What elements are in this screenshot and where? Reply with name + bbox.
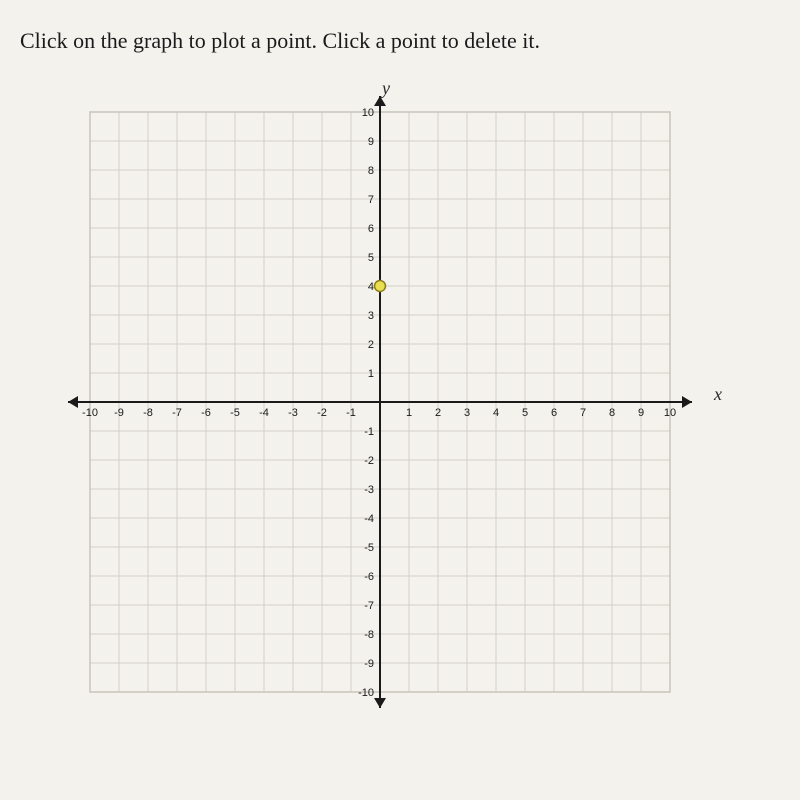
graph-svg[interactable]: -10 -9 -8 -7 -6 -5 -4 -3 -2 -1 1 2 3 4 5 6 7 8 9 10 -10 -9 -8 -… (50, 82, 750, 722)
x-axis-arrow-left (68, 396, 78, 408)
plotted-point[interactable] (375, 281, 386, 292)
y-tick-label: 7 (368, 194, 374, 206)
y-tick-label: 2 (368, 339, 374, 351)
y-tick-label: -6 (364, 571, 374, 583)
y-tick-label: 3 (368, 310, 374, 322)
y-tick-label: -1 (364, 426, 374, 438)
x-tick-label: 1 (406, 407, 412, 419)
x-tick-label: -4 (259, 407, 269, 419)
y-tick-label: 10 (362, 107, 374, 119)
x-axis-arrow-right (682, 396, 692, 408)
y-axis-label: y (382, 78, 390, 99)
x-tick-label: -3 (288, 407, 298, 419)
instruction-text: Click on the graph to plot a point. Clic… (20, 28, 780, 54)
x-tick-label: -1 (346, 407, 356, 419)
y-axis-arrow-down (374, 698, 386, 708)
x-axis-label: x (714, 384, 722, 405)
y-tick-label: -8 (364, 629, 374, 641)
y-tick-label: 6 (368, 223, 374, 235)
x-tick-label: -10 (82, 407, 98, 419)
x-tick-label: -6 (201, 407, 211, 419)
y-tick-label: 5 (368, 252, 374, 264)
y-tick-label: -7 (364, 600, 374, 612)
x-tick-label: -5 (230, 407, 240, 419)
y-tick-label: -3 (364, 484, 374, 496)
y-tick-label: -9 (364, 658, 374, 670)
y-tick-label: 9 (368, 136, 374, 148)
coordinate-graph[interactable]: y x -10-9-8-7-6-5-4-3-2-112345678910-10-… (50, 82, 750, 722)
y-tick-label: 4 (368, 281, 374, 293)
y-tick-label: -4 (364, 513, 374, 525)
y-tick-label: -2 (364, 455, 374, 467)
x-tick-label: 2 (435, 407, 441, 419)
x-tick-label: -2 (317, 407, 327, 419)
y-tick-label: -5 (364, 542, 374, 554)
y-tick-label: 1 (368, 368, 374, 380)
x-tick-label: 9 (638, 407, 644, 419)
x-tick-label: -8 (143, 407, 153, 419)
x-tick-label: 5 (522, 407, 528, 419)
y-tick-label: -10 (358, 687, 374, 699)
x-tick-label: 8 (609, 407, 615, 419)
x-tick-label: -9 (114, 407, 124, 419)
x-tick-label: -7 (172, 407, 182, 419)
x-tick-label: 7 (580, 407, 586, 419)
x-tick-label: 10 (664, 407, 676, 419)
x-tick-label: 4 (493, 407, 499, 419)
y-tick-label: 8 (368, 165, 374, 177)
x-tick-label: 6 (551, 407, 557, 419)
x-tick-label: 3 (464, 407, 470, 419)
